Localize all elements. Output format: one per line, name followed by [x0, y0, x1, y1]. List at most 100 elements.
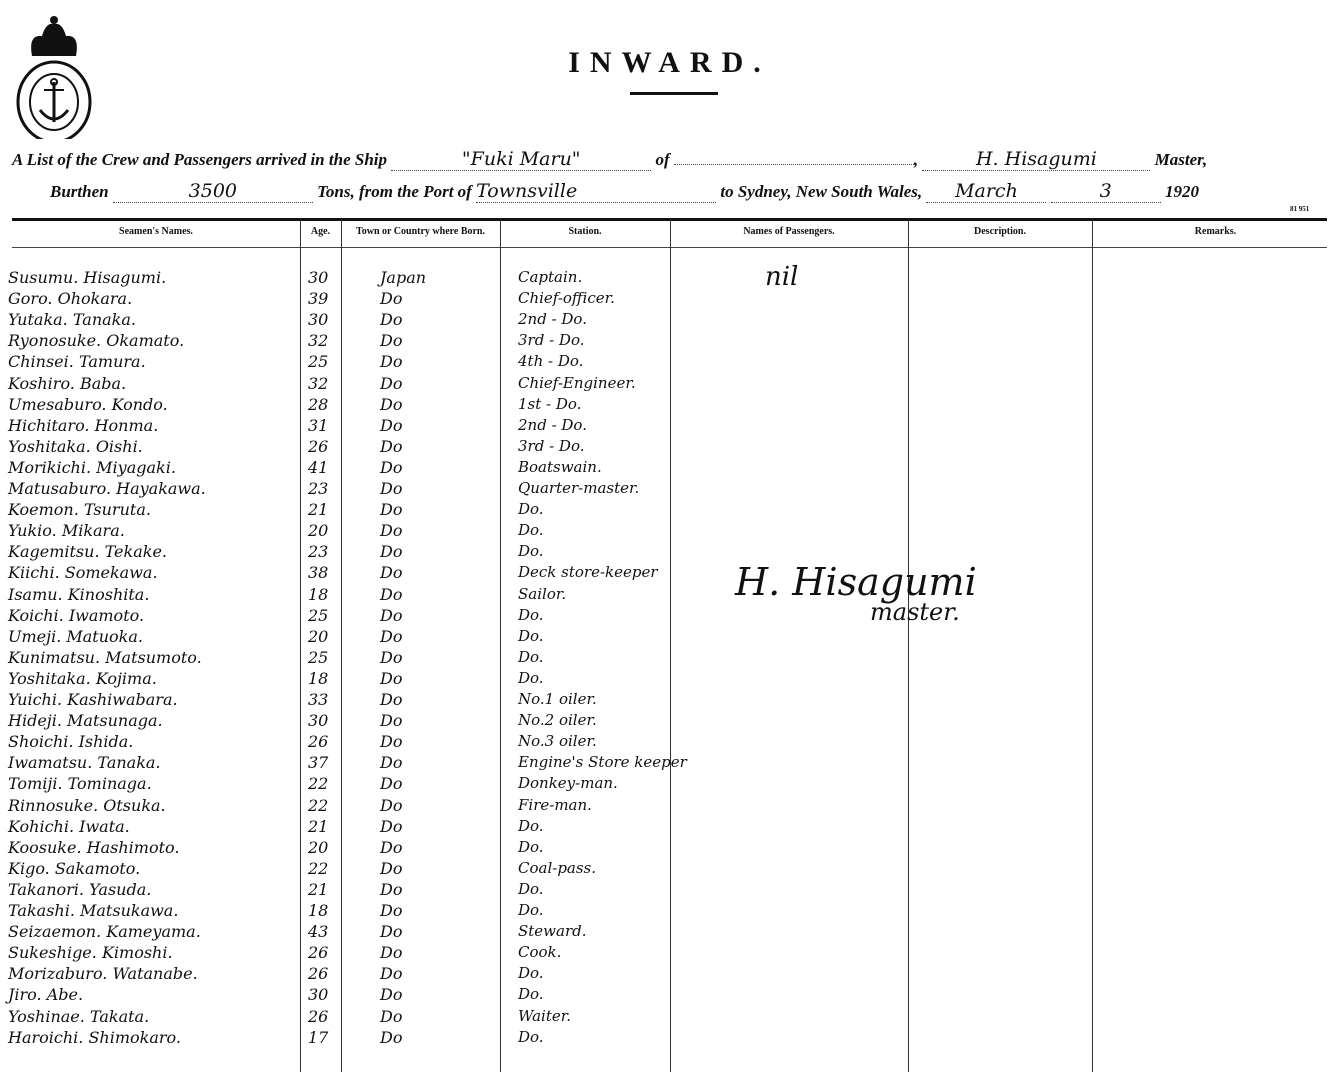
column-divider [908, 219, 909, 1072]
seaman-name: Yoshitaka. Oishi. [8, 436, 143, 456]
seaman-age: 22 [308, 774, 329, 794]
seaman-station: Do. [518, 521, 544, 540]
column-divider [1092, 219, 1093, 1072]
burthen-value: 3500 [112, 180, 313, 203]
seaman-station: Do. [518, 879, 544, 898]
form-number: 81 951 [1290, 205, 1310, 213]
table-row: Matusaburo. Hayakawa. 23 Do Quarter-master. [0, 479, 700, 500]
seaman-name: Seizaemon. Kameyama. [8, 922, 201, 942]
seaman-station: Do. [518, 837, 544, 856]
seaman-age: 32 [308, 373, 329, 393]
table-row: Koosuke. Hashimoto. 20 Do Do. [0, 838, 700, 859]
table-row: Goro. Ohokara. 39 Do Chief-officer. [0, 289, 700, 310]
table-row: Yuichi. Kashiwabara. 33 Do No.1 oiler. [0, 690, 700, 711]
seaman-age: 20 [308, 626, 329, 646]
table-row: Hideji. Matsunaga. 30 Do No.2 oiler. [0, 711, 700, 732]
title-underline [630, 92, 718, 95]
seaman-birthplace: Do [380, 837, 403, 857]
seaman-station: Do. [518, 1027, 544, 1046]
tons-label: Tons, from the Port of [317, 182, 472, 201]
seaman-station: No.3 oiler. [518, 732, 597, 751]
seaman-birthplace: Do [380, 479, 403, 498]
seaman-station: Do. [518, 901, 544, 919]
seaman-name: Shoichi. Ishida. [8, 732, 134, 752]
seaman-station: Coal-pass. [518, 858, 597, 877]
to-label: to Sydney, New South Wales, [720, 182, 923, 201]
table-row: Kunimatsu. Matsumoto. 25 Do Do. [0, 648, 700, 669]
port-name: Townsville [476, 180, 717, 203]
seaman-age: 39 [308, 289, 329, 309]
seaman-birthplace: Do [380, 943, 403, 963]
seaman-age: 20 [308, 521, 329, 541]
seaman-birthplace: Do [380, 436, 403, 456]
seaman-birthplace: Do [380, 985, 403, 1005]
seaman-birthplace: Do [380, 331, 403, 351]
seaman-name: Chinsei. Tamura. [8, 352, 146, 372]
seaman-birthplace: Do [380, 415, 403, 435]
seaman-name: Jiro. Abe. [8, 985, 84, 1005]
seaman-station: 1st - Do. [518, 394, 582, 413]
seaman-name: Takashi. Matsukawa. [8, 901, 179, 920]
table-row: Yoshitaka. Kojima. 18 Do Do. [0, 669, 700, 690]
seaman-station: Donkey-man. [518, 774, 618, 793]
seaman-birthplace: Do [380, 457, 403, 477]
seaman-age: 33 [308, 690, 329, 709]
table-row: Hichitaro. Honma. 31 Do 2nd - Do. [0, 416, 700, 437]
seaman-station: 2nd - Do. [518, 415, 587, 434]
seaman-station: Steward. [518, 922, 587, 941]
seaman-station: Waiter. [518, 1006, 572, 1025]
table-row: Takanori. Yasuda. 21 Do Do. [0, 880, 700, 901]
seaman-age: 18 [308, 668, 329, 688]
seaman-name: Hichitaro. Honma. [8, 415, 159, 435]
seaman-name: Kiichi. Somekawa. [8, 563, 158, 583]
seaman-age: 30 [308, 711, 329, 731]
seaman-name: Iwamatsu. Tanaka. [8, 753, 161, 773]
page-title: INWARD. [568, 46, 771, 79]
col-description: Description. [974, 226, 1026, 237]
master-signature: H. Hisagumi [735, 560, 977, 604]
list-intro: A List of the Crew and Passengers arrive… [12, 150, 387, 169]
seaman-birthplace: Do [380, 626, 403, 646]
seaman-birthplace: Do [380, 1027, 403, 1047]
seaman-station: Do. [518, 626, 544, 645]
seaman-birthplace: Do [380, 563, 403, 583]
seaman-age: 21 [308, 879, 329, 899]
seaman-birthplace: Do [380, 816, 403, 836]
of-blank [673, 164, 914, 165]
table-row: Kagemitsu. Tekake. 23 Do Do. [0, 542, 700, 563]
seaman-station: Do. [518, 964, 544, 983]
seaman-birthplace: Do [380, 690, 403, 709]
seaman-age: 41 [308, 457, 329, 477]
seaman-name: Yutaka. Tanaka. [8, 310, 136, 330]
seaman-station: 3rd - Do. [518, 436, 585, 455]
seaman-age: 26 [308, 964, 329, 984]
seaman-name: Koemon. Tsuruta. [8, 500, 151, 520]
seaman-name: Kagemitsu. Tekake. [8, 542, 167, 562]
ship-name: "Fuki Maru" [391, 148, 652, 171]
table-row: Tomiji. Tominaga. 22 Do Donkey-man. [0, 774, 700, 795]
seaman-station: Quarter-master. [518, 479, 640, 497]
seaman-age: 25 [308, 352, 329, 372]
seaman-age: 25 [308, 605, 329, 625]
seaman-age: 30 [308, 268, 329, 287]
seaman-birthplace: Japan [380, 268, 427, 287]
seaman-age: 25 [308, 647, 329, 667]
seaman-age: 32 [308, 331, 329, 351]
seaman-age: 22 [308, 795, 329, 815]
seaman-station: 2nd - Do. [518, 310, 587, 329]
seaman-name: Kigo. Sakamoto. [8, 858, 141, 878]
table-row: Takashi. Matsukawa. 18 Do Do. [0, 901, 700, 922]
table-row: Koshiro. Baba. 32 Do Chief-Engineer. [0, 374, 700, 395]
seaman-birthplace: Do [380, 394, 403, 414]
seaman-birthplace: Do [380, 647, 403, 667]
seaman-station: Captain. [518, 268, 583, 286]
seaman-birthplace: Do [380, 901, 403, 920]
seaman-name: Matusaburo. Hayakawa. [8, 479, 206, 498]
seaman-age: 26 [308, 943, 329, 963]
year: 1920 [1164, 182, 1199, 201]
master-name: H. Hisagumi [922, 148, 1151, 171]
seaman-name: Yuichi. Kashiwabara. [8, 690, 178, 709]
table-row: Umeji. Matuoka. 20 Do Do. [0, 627, 700, 648]
table-row: Umesaburo. Kondo. 28 Do 1st - Do. [0, 395, 700, 416]
seaman-station: No.2 oiler. [518, 711, 597, 730]
